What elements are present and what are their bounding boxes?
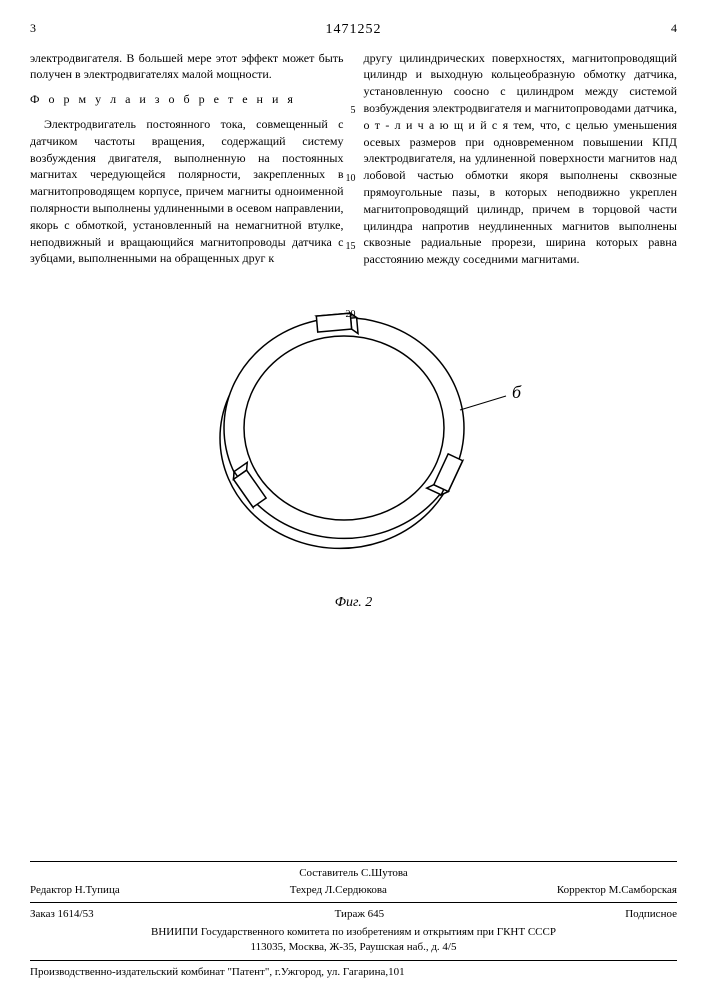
divider	[30, 861, 677, 862]
subscription: Подписное	[625, 907, 677, 922]
compiler: Составитель С.Шутова	[299, 866, 408, 881]
doc-number: 1471252	[326, 20, 382, 40]
corrector: Корректор М.Самборская	[557, 883, 677, 898]
right-para1: другу цилиндрических поверхностях, магни…	[364, 50, 678, 268]
page-num-right: 4	[671, 20, 677, 40]
footer: Составитель С.Шутова Редактор Н.Тупица Т…	[30, 857, 677, 980]
address1: 113035, Москва, Ж-35, Раушская наб., д. …	[30, 940, 677, 955]
org: ВНИИПИ Государственного комитета по изоб…	[30, 925, 677, 940]
figure-container: б Фиг. 2	[30, 288, 677, 613]
formula-title: Ф о р м у л а и з о б р е т е н и я	[30, 91, 344, 108]
circulation: Тираж 645	[335, 907, 385, 922]
text-columns: электродвигателя. В большей мере этот эф…	[30, 50, 677, 268]
line-num: 10	[346, 172, 356, 186]
left-column: электродвигателя. В большей мере этот эф…	[30, 50, 344, 268]
svg-text:б: б	[512, 382, 522, 402]
left-para1: электродвигателя. В большей мере этот эф…	[30, 50, 344, 84]
divider	[30, 960, 677, 961]
figure-label: Фиг. 2	[30, 593, 677, 613]
divider	[30, 902, 677, 903]
order: Заказ 1614/53	[30, 907, 94, 922]
page-num-left: 3	[30, 20, 36, 40]
left-para2: Электродвигатель постоянного тока, совме…	[30, 116, 344, 267]
address2: Производственно-издательский комбинат "П…	[30, 965, 677, 980]
figure-ring: б	[164, 288, 544, 588]
techred: Техред Л.Сердюкова	[290, 883, 387, 898]
page-header: 3 1471252 4	[30, 20, 677, 40]
line-num: 15	[346, 240, 356, 254]
line-num: 20	[346, 308, 356, 322]
right-column: другу цилиндрических поверхностях, магни…	[364, 50, 678, 268]
line-num: 5	[351, 104, 356, 118]
editor: Редактор Н.Тупица	[30, 883, 120, 898]
